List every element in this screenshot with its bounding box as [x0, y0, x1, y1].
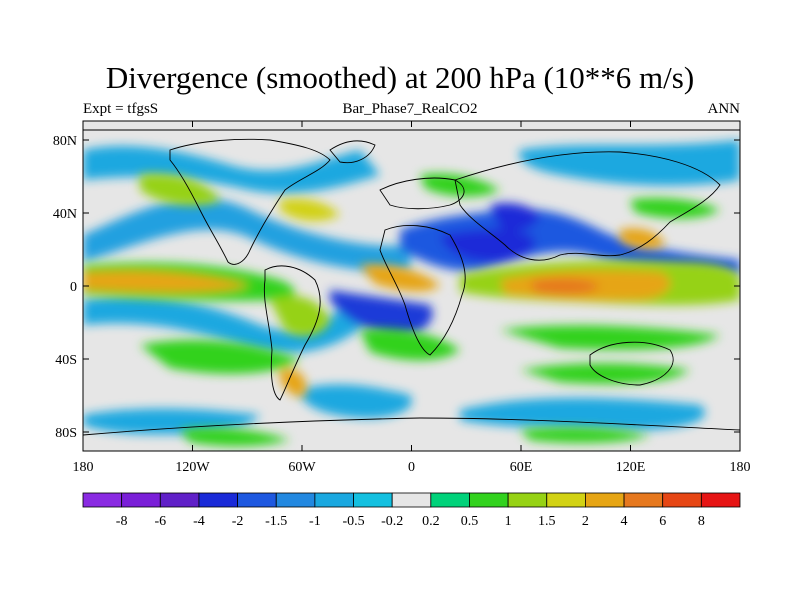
colorbar-label: 2: [582, 514, 589, 529]
plot-title: Divergence (smoothed) at 200 hPa (10**6 …: [105, 60, 695, 95]
latitude-axis: 80N 40N 0 40S 80S: [53, 134, 740, 441]
lat-label: 40N: [53, 207, 77, 222]
experiment-label: Expt = tfgsS: [83, 101, 159, 117]
lon-label: 0: [408, 460, 415, 475]
lat-label: 80S: [55, 426, 77, 441]
coastlines: [83, 129, 740, 436]
colorbar-label: 0.2: [422, 514, 440, 529]
colorbar-swatch: [662, 492, 702, 508]
colorbar-label: 6: [659, 514, 666, 529]
colorbar-swatch: [507, 492, 548, 508]
colorbar-swatch: [314, 492, 354, 508]
colorbar-label: -0.5: [342, 514, 364, 529]
lon-label: 60W: [288, 460, 316, 475]
lon-label: 180: [73, 460, 94, 475]
lat-label: 80N: [53, 134, 77, 149]
colorbar-label: -0.2: [381, 514, 403, 529]
colorbar-label: 0.5: [461, 514, 479, 529]
divergence-field: [83, 140, 740, 447]
colorbar-label: -1.5: [265, 514, 287, 529]
lon-label: 180: [730, 460, 751, 475]
colorbar-label: -6: [154, 514, 166, 529]
colorbar-swatch: [82, 492, 123, 508]
colorbar-swatch: [121, 492, 161, 508]
colorbar-swatch: [700, 492, 741, 508]
colorbar-swatch: [391, 492, 432, 508]
colorbar-swatch: [546, 492, 586, 508]
colorbar-swatch: [198, 492, 238, 508]
lon-label: 120W: [175, 460, 210, 475]
case-name-label: Bar_Phase7_RealCO2: [342, 101, 478, 117]
colorbar-swatch: [237, 492, 277, 508]
colorbar-swatch: [585, 492, 625, 508]
colorbar-swatch: [469, 492, 509, 508]
colorbar-label: -4: [193, 514, 205, 529]
colorbar-label: -2: [232, 514, 244, 529]
lat-label: 40S: [55, 353, 77, 368]
colorbar-swatch: [623, 492, 664, 508]
lon-label: 60E: [510, 460, 533, 475]
colorbar-swatch: [159, 492, 200, 508]
colorbar-label: -1: [309, 514, 321, 529]
colorbar-label: 8: [698, 514, 705, 529]
colorbar-label: 4: [621, 514, 628, 529]
colorbar-swatch: [275, 492, 316, 508]
lon-label: 120E: [616, 460, 646, 475]
colorbar-swatch: [353, 492, 393, 508]
season-label: ANN: [707, 101, 741, 117]
colorbar-label: 1: [505, 514, 512, 529]
colorbar-label: 1.5: [538, 514, 556, 529]
lat-label: 0: [70, 280, 77, 295]
colorbar-label: -8: [116, 514, 128, 529]
colorbar-swatch: [430, 492, 470, 508]
longitude-axis: 180 120W 60W 0 60E 120E 180: [73, 121, 751, 475]
